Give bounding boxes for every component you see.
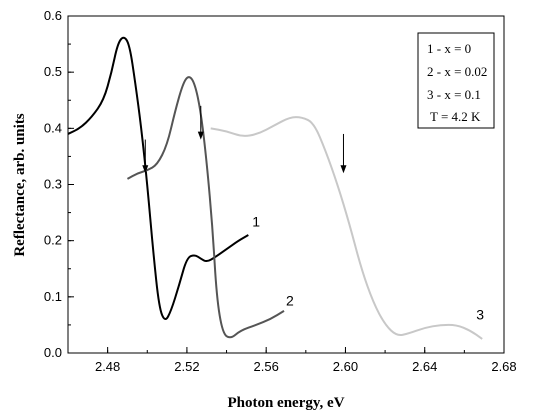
legend: 1 - x = 0 2 - x = 0.02 3 - x = 0.1 T = 4… xyxy=(417,32,495,129)
legend-line-1: 1 - x = 0 xyxy=(427,41,471,56)
y-tick-label: 0.1 xyxy=(44,289,62,304)
x-ticks: 2.48 2.52 2.56 2.60 2.64 2.68 xyxy=(67,347,517,374)
x-tick-label: 2.48 xyxy=(95,359,120,374)
legend-box xyxy=(417,32,495,129)
arrow-down-icon xyxy=(197,131,204,140)
x-tick-label: 2.60 xyxy=(333,359,358,374)
x-axis-title: Photon energy, eV xyxy=(227,395,344,411)
legend-line-2: 2 - x = 0.02 xyxy=(427,64,487,79)
y-tick-label: 0.4 xyxy=(44,120,62,135)
x-tick-label: 2.68 xyxy=(491,359,516,374)
curve-label-3: 3 xyxy=(476,306,484,322)
series-line-2 xyxy=(126,76,285,339)
series-layer: 1 2 3 xyxy=(67,36,484,340)
x-tick-label: 2.52 xyxy=(174,359,199,374)
arrow-down-icon xyxy=(340,165,347,174)
x-tick-label: 2.56 xyxy=(254,359,279,374)
series-line-1 xyxy=(67,36,249,320)
y-tick-label: 0.0 xyxy=(44,345,62,360)
legend-line-3: 3 - x = 0.1 xyxy=(427,87,481,102)
legend-line-4: T = 4.2 K xyxy=(430,109,481,124)
series-line-3 xyxy=(210,116,483,340)
x-tick-label: 2.64 xyxy=(412,359,437,374)
arrow-down-icon xyxy=(142,165,149,174)
y-tick-label: 0.5 xyxy=(44,64,62,79)
arrow-layer xyxy=(142,105,347,174)
y-tick-label: 0.3 xyxy=(44,177,62,192)
y-axis-title: Reflectance, arb. units xyxy=(12,113,28,256)
y-ticks: 0.0 0.1 0.2 0.3 0.4 0.5 0.6 xyxy=(44,8,74,360)
y-tick-label: 0.6 xyxy=(44,8,62,23)
y-tick-label: 0.2 xyxy=(44,233,62,248)
curve-label-1: 1 xyxy=(252,214,260,230)
curve-label-2: 2 xyxy=(286,292,294,308)
